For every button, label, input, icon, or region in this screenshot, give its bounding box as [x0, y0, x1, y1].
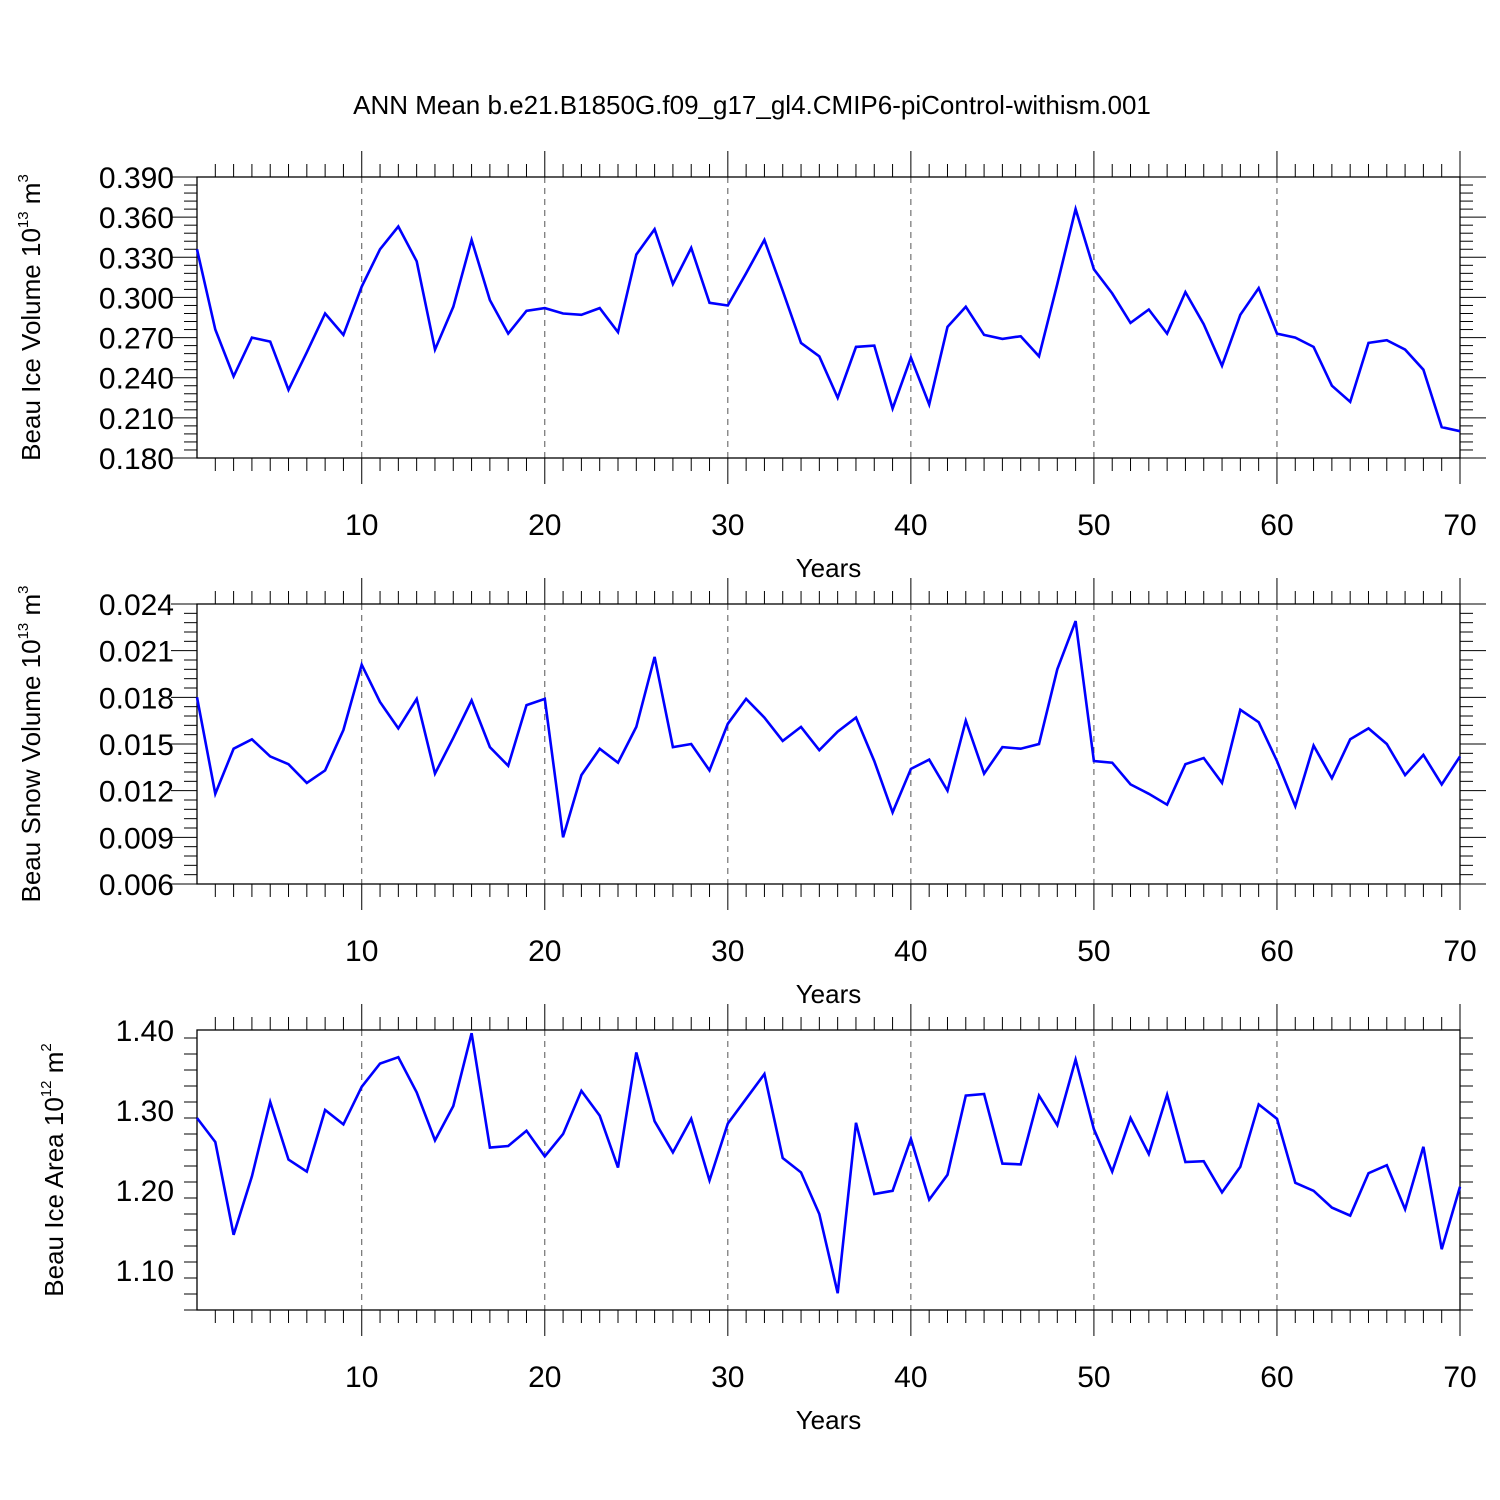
y-tick-label: 0.024: [99, 589, 174, 622]
x-axis-label: Years: [796, 553, 862, 583]
x-tick-label: 30: [711, 509, 744, 542]
x-tick-label: 40: [894, 935, 927, 968]
x-tick-label: 70: [1443, 935, 1476, 968]
y-tick-label: 1.40: [116, 1015, 174, 1048]
x-tick-label: 40: [894, 1361, 927, 1394]
x-tick-label: 50: [1077, 509, 1110, 542]
y-tick-label: 0.360: [99, 202, 174, 235]
x-tick-label: 50: [1077, 1361, 1110, 1394]
x-tick-label: 10: [345, 935, 378, 968]
x-tick-label: 20: [528, 1361, 561, 1394]
x-tick-label: 10: [345, 509, 378, 542]
y-tick-label: 0.180: [99, 443, 174, 476]
x-axis-label: Years: [796, 979, 862, 1009]
x-tick-label: 20: [528, 935, 561, 968]
y-tick-label: 0.021: [99, 636, 174, 669]
y-tick-label: 0.012: [99, 776, 174, 809]
y-tick-label: 1.30: [116, 1095, 174, 1128]
x-tick-label: 60: [1260, 1361, 1293, 1394]
data-series-line: [195, 204, 1461, 433]
y-tick-label: 0.390: [99, 162, 174, 195]
panel-snow-volume: 10 20 30 40 50 60 70 0.006 0.009 0.012 0.015 0.018 0…: [15, 578, 1486, 1009]
y-tick-label: 0.210: [99, 403, 174, 436]
y-tick-label: 0.015: [99, 729, 174, 762]
x-tick-label: 50: [1077, 935, 1110, 968]
x-tick-label: 30: [711, 1361, 744, 1394]
x-tick-label: 10: [345, 1361, 378, 1394]
x-tick-label: 60: [1260, 509, 1293, 542]
y-axis-label: Beau Ice Area 1012 m2: [38, 1043, 69, 1296]
y-axis-label: Beau Snow Volume 1013 m3: [15, 586, 46, 903]
x-tick-label: 60: [1260, 935, 1293, 968]
plot-frame: [196, 1029, 1461, 1311]
data-series-line: [195, 620, 1462, 838]
x-tick-label: 20: [528, 509, 561, 542]
y-tick-label: 0.018: [99, 682, 174, 715]
y-axis-label: Beau Ice Volume 1013 m3: [15, 174, 46, 461]
y-tick-label: 0.006: [99, 869, 174, 902]
x-tick-label: 70: [1443, 1361, 1476, 1394]
x-axis-label: Years: [796, 1405, 862, 1435]
y-tick-label: 0.270: [99, 323, 174, 356]
data-series-line: [195, 1032, 1462, 1294]
figure-title: ANN Mean b.e21.B1850G.f09_g17_gl4.CMIP6-…: [353, 90, 1151, 120]
plot-frame: [196, 176, 1461, 459]
panel-ice-volume: 10 20 30 40 50 60 70 0.180 0.210 0.240 0.270 0.300 0…: [15, 151, 1486, 583]
x-tick-label: 40: [894, 509, 927, 542]
y-tick-label: 0.009: [99, 822, 174, 855]
panel-ice-area: 10 20 30 40 50 60 70 1.10 1.20 1.30 1.40 Years Beau …: [38, 1004, 1477, 1435]
y-tick-label: 0.240: [99, 363, 174, 396]
y-tick-label: 1.20: [116, 1175, 174, 1208]
y-tick-label: 1.10: [116, 1255, 174, 1288]
y-tick-label: 0.300: [99, 282, 174, 315]
x-tick-label: 70: [1443, 509, 1476, 542]
y-tick-label: 0.330: [99, 242, 174, 275]
plot-frame: [196, 603, 1461, 885]
x-tick-label: 30: [711, 935, 744, 968]
